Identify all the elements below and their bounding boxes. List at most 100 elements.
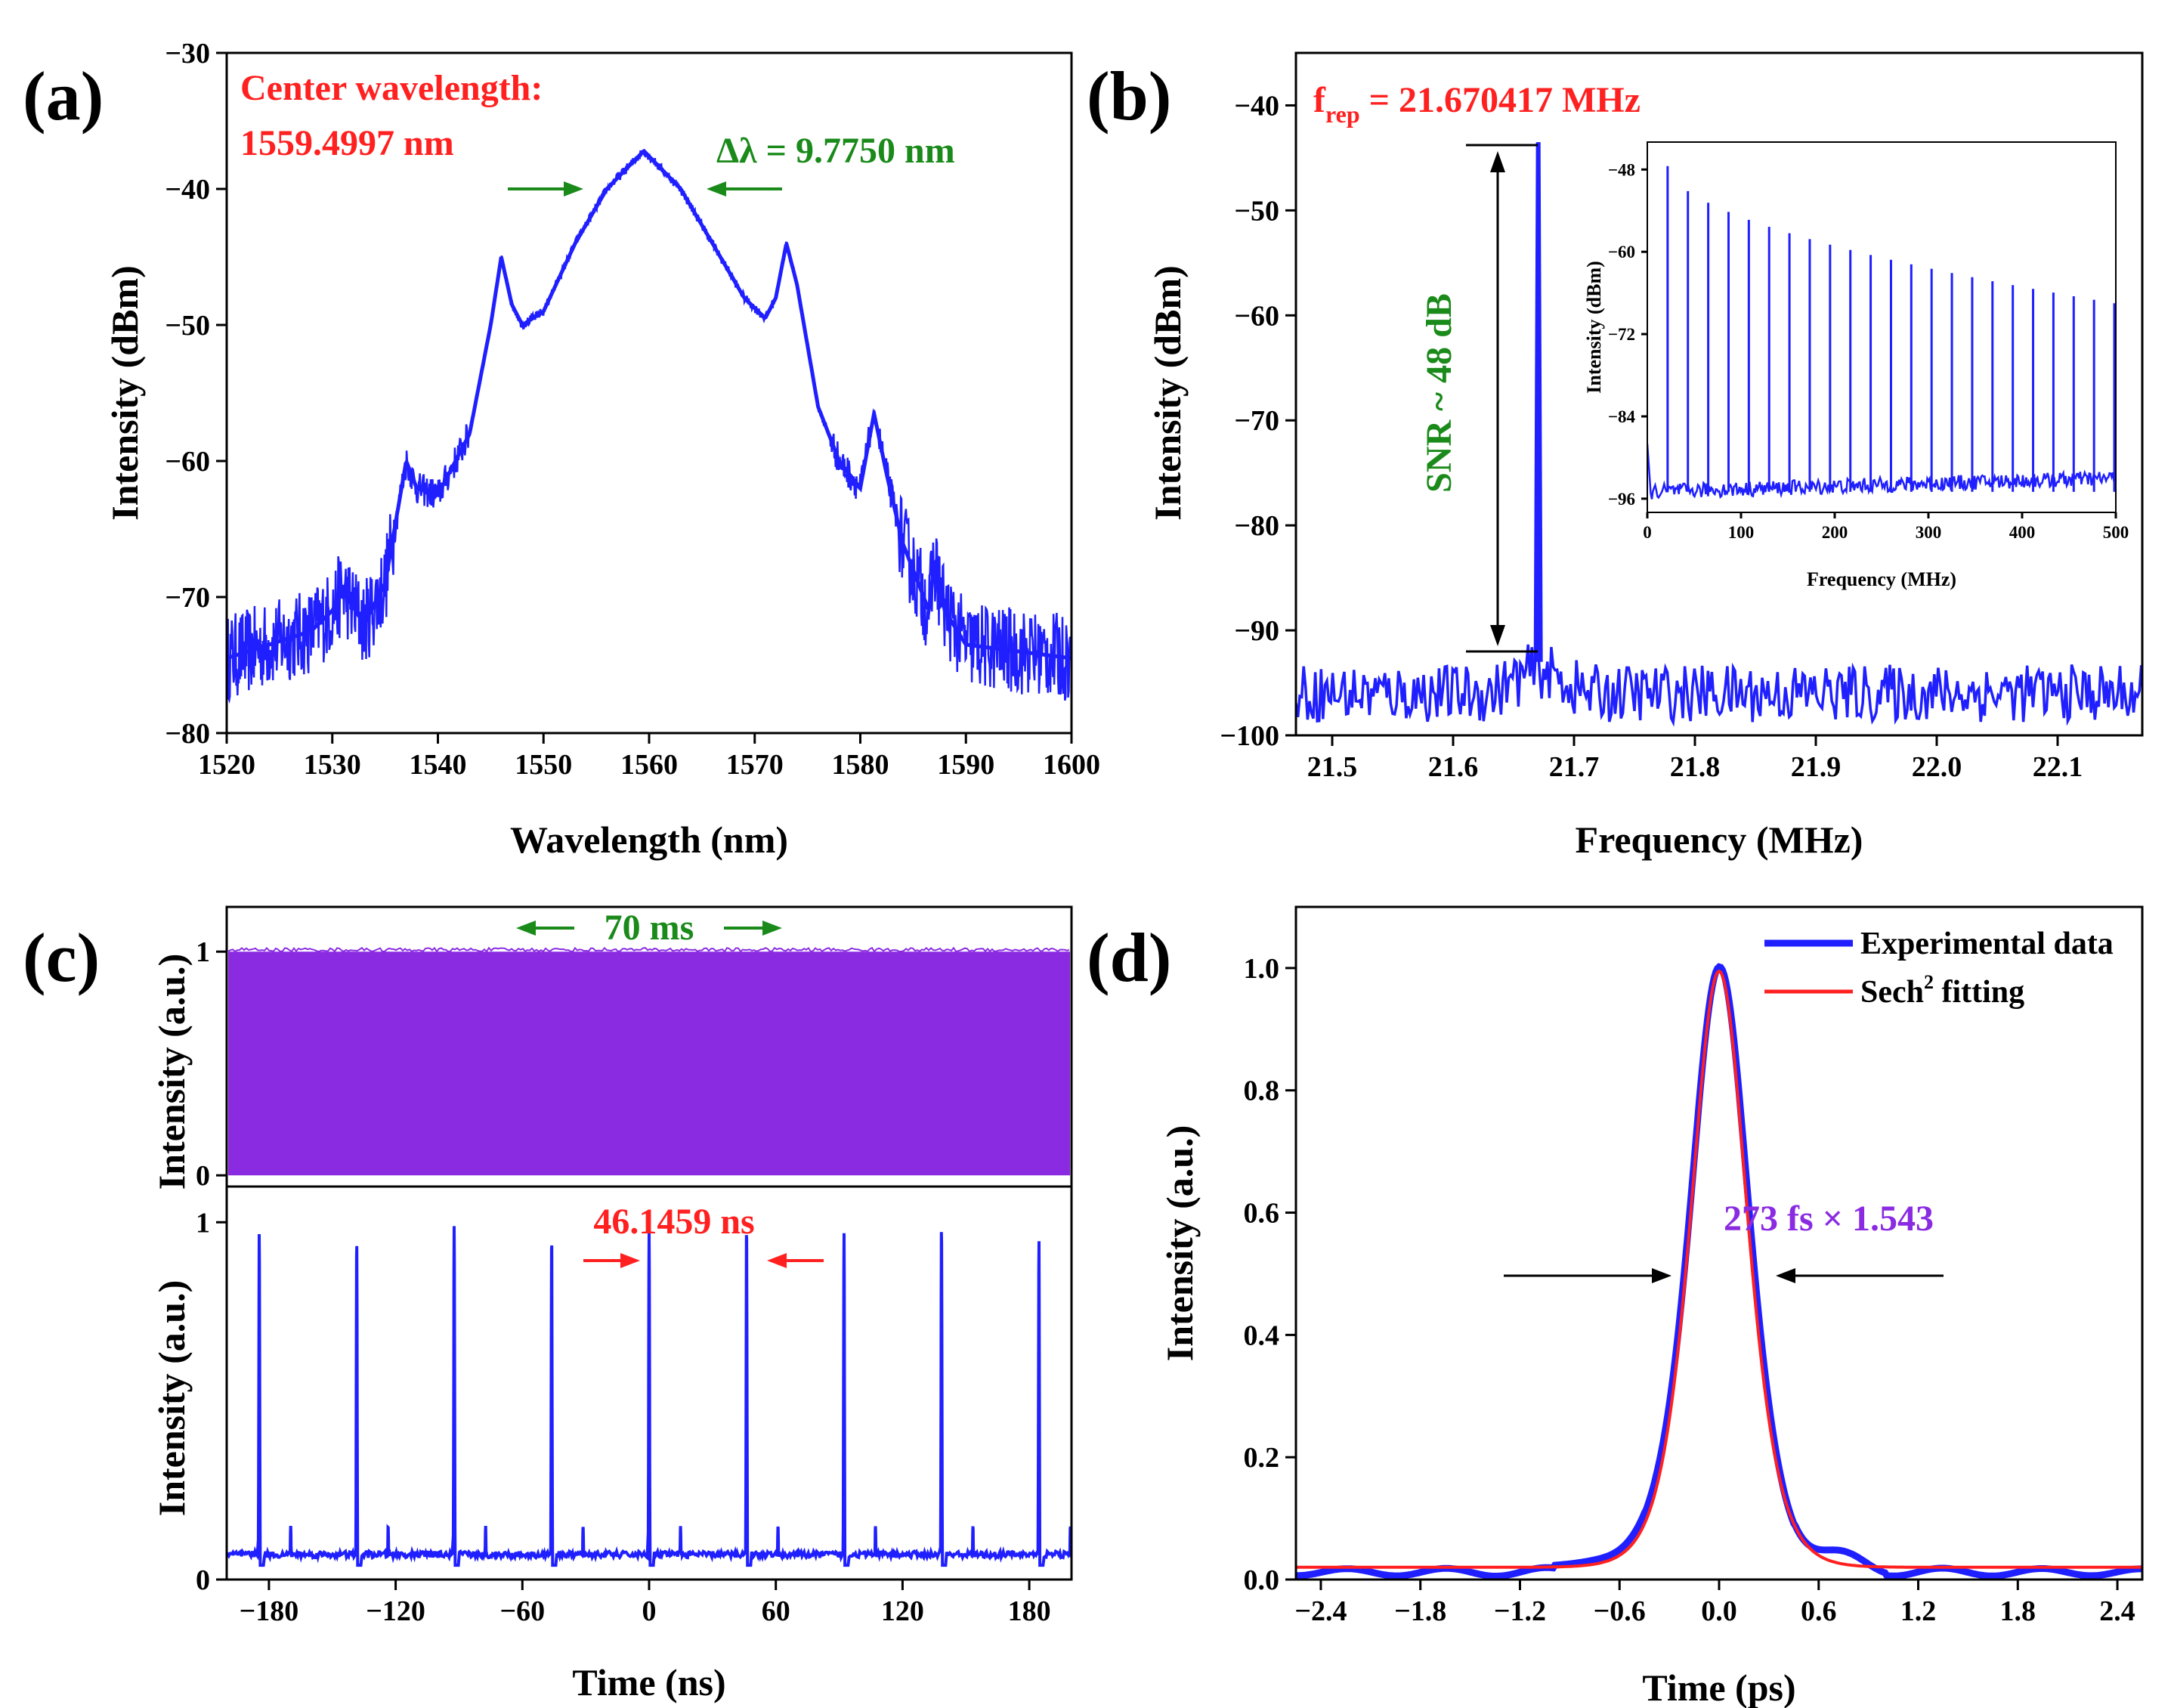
inset-x-ticks: 0 100 200 300 400 500: [1643, 512, 2129, 542]
panel-a-x-ticks: 1520 1530 1540 1550 1560 1570 1580 1590 1600: [198, 733, 1100, 781]
inset-xtick-label: 100: [1728, 523, 1755, 542]
inset-axes-frame: [1647, 141, 2117, 513]
inset-ytick-label: −72: [1608, 325, 1635, 344]
panel-c-bottom-x-ticks: −180 −120 −60 0 60 120 180: [240, 1580, 1051, 1627]
panel-b-xtick-label: 21.7: [1549, 751, 1600, 783]
inset-ytick-label: −84: [1608, 407, 1636, 426]
panel-d-ytick-label: 0.6: [1244, 1198, 1280, 1230]
panel-d-xtick-label: 1.8: [2000, 1595, 2036, 1627]
panel-a-xlabel: Wavelength (nm): [510, 818, 788, 861]
inset-ytick-label: −48: [1608, 160, 1635, 179]
panel-d-label: (d): [1087, 919, 1171, 996]
panel-a-xtick-label: 1580: [832, 749, 889, 781]
panel-a-xtick-label: 1570: [726, 749, 784, 781]
panel-b-ytick-label: −70: [1234, 405, 1279, 437]
legend-fit: Sech2 fitting: [1860, 971, 2024, 1010]
panel-c-xtick-label: 60: [762, 1595, 790, 1627]
panel-b-y-ticks: −100 −90 −80 −70 −60 −50 −40: [1220, 90, 1296, 752]
panel-a-ytick-label: −60: [165, 446, 210, 478]
panel-d-sech2-fit-curve: [1296, 969, 2142, 1569]
snr-bracket: [1466, 144, 1538, 653]
snr-annotation: SNR ~ 48 dB: [1419, 293, 1459, 493]
panel-a: (a) 1520 1530 1540 1550 1560 1570 1580 1590 1600…: [23, 38, 1100, 861]
panel-d-xtick-label: 2.4: [2099, 1595, 2135, 1627]
panel-b-xlabel: Frequency (MHz): [1576, 818, 1863, 861]
panel-b-repetition-peak: [1533, 142, 1543, 662]
panel-a-ytick-label: −70: [165, 582, 210, 614]
panel-c-xtick-label: −60: [499, 1595, 545, 1627]
panel-d-xtick-label: 0.0: [1701, 1595, 1737, 1627]
inset-xtick-label: 500: [2103, 523, 2129, 542]
70ms-arrows: [516, 921, 782, 936]
panel-a-ylabel: Intensity (dBm): [104, 265, 146, 521]
panel-b-ytick-label: −40: [1234, 90, 1279, 122]
panel-b-label: (b): [1087, 57, 1171, 135]
panel-b-xtick-label: 22.0: [1912, 751, 1962, 783]
panel-c-bottom-y-ticks: 01: [196, 1207, 227, 1596]
panel-d-xtick-label: 0.6: [1801, 1595, 1837, 1627]
panel-c-label: (c): [23, 919, 100, 996]
panel-c-top-fill-edge: [227, 946, 1070, 953]
panel-d: (d) −2.4 −1.8 −1.2 −0.6 0.0 0.6 1.2 1.8 2.4 0.00…: [1087, 905, 2144, 1708]
panel-d-x-ticks: −2.4 −1.8 −1.2 −0.6 0.0 0.6 1.2 1.8 2.4: [1294, 1580, 2135, 1627]
panel-b-xtick-label: 21.8: [1670, 751, 1721, 783]
panel-d-ytick-label: 1.0: [1244, 953, 1280, 985]
panel-a-xtick-label: 1590: [937, 749, 994, 781]
panel-a-xtick-label: 1550: [515, 749, 572, 781]
fwhm-annotation: Δλ = 9.7750 nm: [716, 131, 955, 171]
panel-a-ytick-label: −40: [165, 174, 210, 206]
panel-b-xtick-label: 21.9: [1791, 751, 1842, 783]
panel-d-ytick-label: 0.4: [1244, 1320, 1280, 1351]
panel-c-bottom-ytick-label: 1: [196, 1207, 210, 1239]
inset-ytick-label: −96: [1608, 490, 1635, 509]
panel-a-ytick-label: −80: [165, 718, 210, 750]
panel-b-axes-frame: [1294, 51, 2144, 737]
panel-c-xlabel: Time (ns): [572, 1661, 725, 1703]
panel-d-experimental-curve: [1296, 963, 2142, 1580]
panel-b-ytick-label: −50: [1234, 195, 1279, 227]
panel-b-ytick-label: −60: [1234, 300, 1279, 332]
period-arrows: [583, 1253, 824, 1268]
panel-c-xtick-label: 120: [881, 1595, 924, 1627]
inset-xtick-label: 300: [1916, 523, 1942, 542]
panel-c-top-ytick-label: 0: [196, 1160, 210, 1192]
panel-d-xtick-label: −2.4: [1294, 1595, 1347, 1627]
panel-a-xtick-label: 1560: [620, 749, 678, 781]
inset-noise-trace: [1647, 444, 2116, 500]
panel-c-xtick-label: −120: [366, 1595, 425, 1627]
panel-c-xtick-label: −180: [240, 1595, 299, 1627]
panel-c-xtick-label: 180: [1008, 1595, 1051, 1627]
panel-d-legend: Experimental data Sech2 fitting: [1764, 927, 2114, 1010]
center-wavelength-value: 1559.4997 nm: [240, 123, 454, 163]
panel-b-ytick-label: −80: [1234, 510, 1279, 542]
panel-b-ytick-label: −100: [1220, 720, 1279, 752]
pulse-width-arrows: [1504, 1268, 1944, 1283]
panel-c-top-ylabel: Intensity (a.u.): [150, 954, 193, 1190]
panel-b-ylabel: Intensity (dBm): [1146, 265, 1189, 521]
panel-a-xtick-label: 1530: [304, 749, 361, 781]
inset-ytick-label: −60: [1608, 243, 1635, 261]
frep-annotation: frep = 21.670417 MHz: [1313, 80, 1641, 128]
panel-a-ytick-label: −50: [165, 310, 210, 342]
inset-xtick-label: 400: [2009, 523, 2036, 542]
panel-a-xtick-label: 1540: [410, 749, 467, 781]
panel-c-top-y-ticks: 01: [196, 936, 227, 1192]
panel-d-ytick-label: 0.8: [1244, 1075, 1280, 1107]
panel-a-xtick-label: 1520: [198, 749, 255, 781]
pulse-width-annotation: 273 fs × 1.543: [1724, 1199, 1934, 1239]
panel-a-xtick-label: 1600: [1043, 749, 1100, 781]
panel-b: (b) 21.5 21.6 21.7 21.8 21.9 22.0 22.1 −100 −90…: [1087, 51, 2144, 861]
panel-d-ytick-label: 0.0: [1244, 1564, 1280, 1596]
panel-b-ytick-label: −90: [1234, 615, 1279, 647]
panel-c-top-ytick-label: 1: [196, 936, 210, 968]
inset-harmonic-peaks: [1666, 166, 2116, 492]
panel-d-xtick-label: 1.2: [1900, 1595, 1937, 1627]
panel-d-ytick-label: 0.2: [1244, 1442, 1280, 1474]
panel-c-bottom-ylabel: Intensity (a.u.): [150, 1280, 193, 1517]
inset-y-ticks: −96 −84 −72 −60 −48: [1608, 160, 1647, 509]
period-annotation: 46.1459 ns: [593, 1202, 754, 1242]
panel-d-xtick-label: −1.2: [1494, 1595, 1546, 1627]
fwhm-arrows: [508, 181, 782, 196]
panel-c: (c) 01 Intensity (a.u.) 70 ms −180 −120 −6…: [23, 905, 1073, 1703]
panel-b-xtick-label: 21.6: [1428, 751, 1479, 783]
